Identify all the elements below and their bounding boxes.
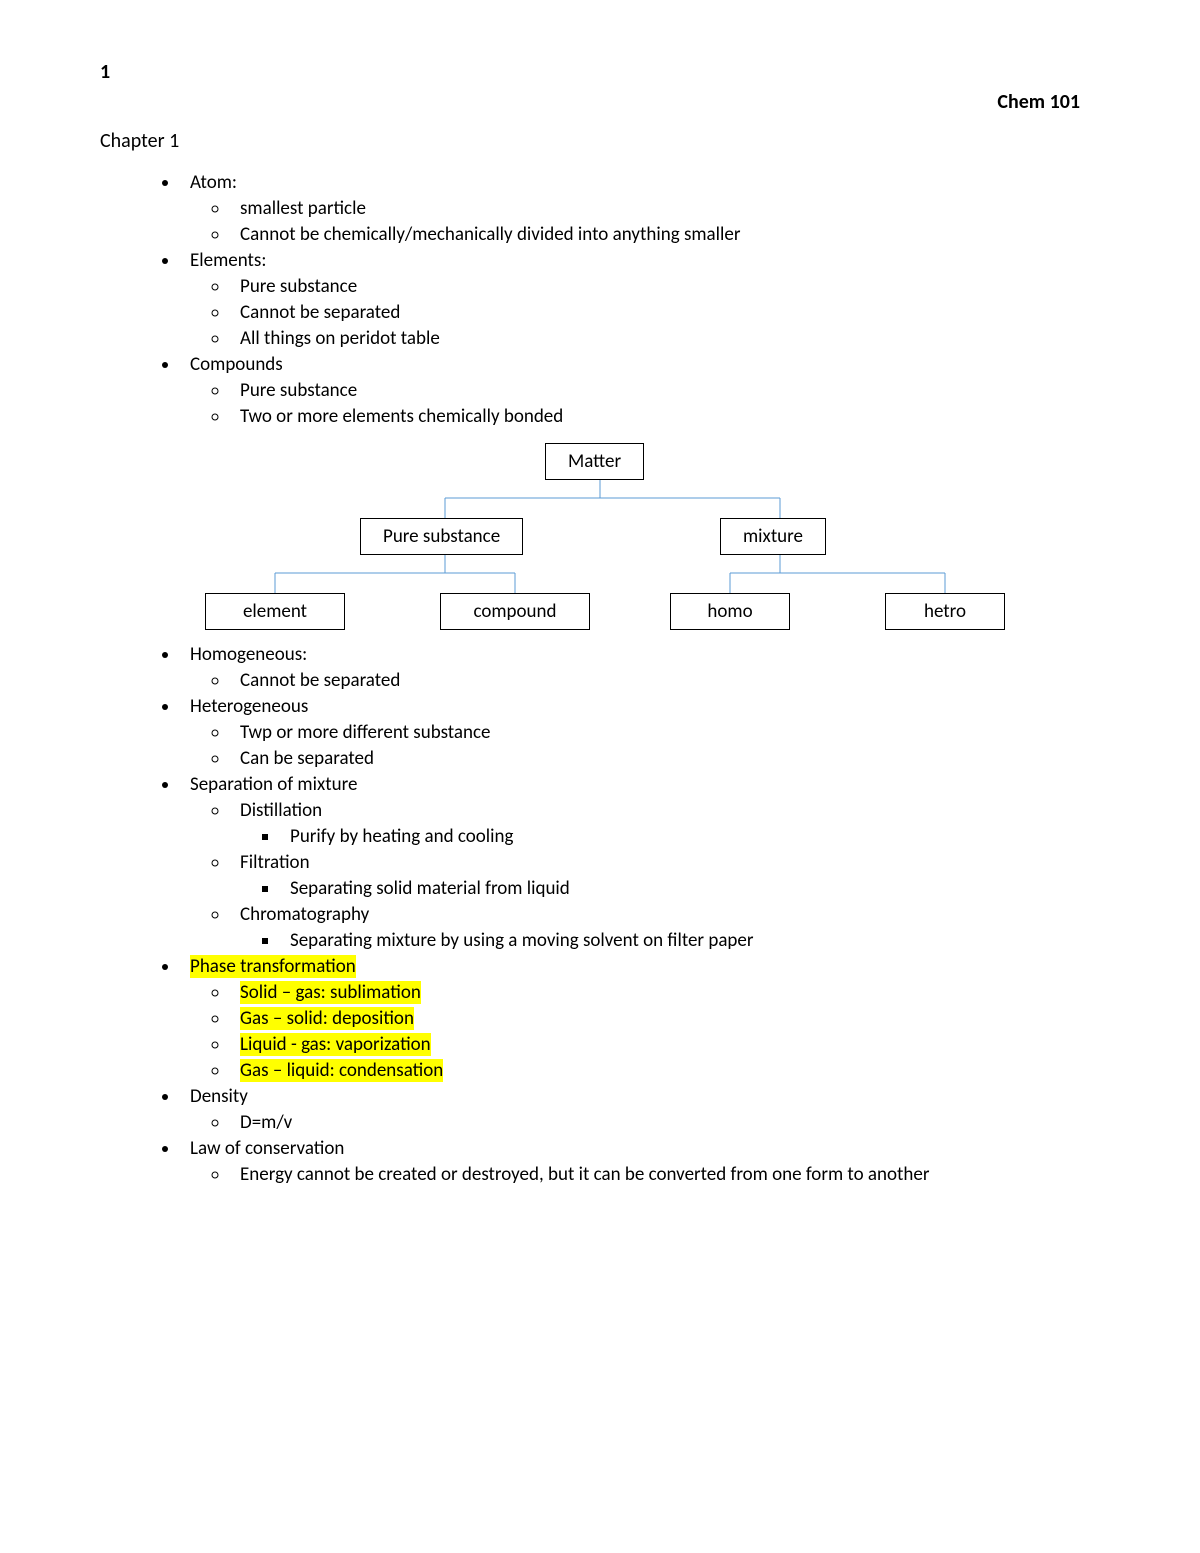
- item-atom: Atom: smallest particle Cannot be chemic…: [180, 171, 1100, 246]
- matter-tree-diagram: Matter Pure substance mixture element co…: [150, 443, 1050, 633]
- chromatography-title: Chromatography: [240, 903, 369, 926]
- phase-sub-text: Gas – solid: deposition: [240, 1007, 414, 1030]
- distillation-detail: Purify by heating and cooling: [280, 825, 1100, 848]
- heterogeneous-title: Heterogeneous: [190, 695, 308, 718]
- separation-title: Separation of mixture: [190, 773, 357, 796]
- phase-sub: Solid – gas: sublimation: [230, 981, 1100, 1004]
- item-elements: Elements: Pure substance Cannot be separ…: [180, 249, 1100, 350]
- item-compounds: Compounds Pure substance Two or more ele…: [180, 353, 1100, 428]
- phase-sub-text: Solid – gas: sublimation: [240, 981, 421, 1004]
- phase-sub-text: Gas – liquid: condensation: [240, 1059, 443, 1082]
- distillation-title: Distillation: [240, 799, 322, 822]
- page-number: 1: [100, 60, 1100, 84]
- item-density: Density D=m/v: [180, 1085, 1100, 1134]
- heterogeneous-sub: Can be separated: [230, 747, 1100, 770]
- conservation-title: Law of conservation: [190, 1137, 344, 1160]
- filtration-title: Filtration: [240, 851, 310, 874]
- node-hetro: hetro: [885, 593, 1005, 630]
- homogeneous-title: Homogeneous:: [190, 643, 307, 666]
- node-pure: Pure substance: [360, 518, 523, 555]
- homogeneous-sub: Cannot be separated: [230, 669, 1100, 692]
- phase-sub: Gas – liquid: condensation: [230, 1059, 1100, 1082]
- compounds-sub: Two or more elements chemically bonded: [230, 405, 1100, 428]
- density-sub: D=m/v: [230, 1111, 1100, 1134]
- conservation-sub: Energy cannot be created or destroyed, b…: [230, 1163, 1100, 1186]
- node-element: element: [205, 593, 345, 630]
- separation-filtration: Filtration Separating solid material fro…: [230, 851, 1100, 900]
- separation-chromatography: Chromatography Separating mixture by usi…: [230, 903, 1100, 952]
- elements-sub: All things on peridot table: [230, 327, 1100, 350]
- atom-sub: smallest particle: [230, 197, 1100, 220]
- density-title: Density: [190, 1085, 248, 1108]
- course-label: Chem 101: [997, 90, 1080, 114]
- item-separation: Separation of mixture Distillation Purif…: [180, 773, 1100, 952]
- atom-title: Atom:: [190, 171, 237, 194]
- chromatography-detail: Separating mixture by using a moving sol…: [280, 929, 1100, 952]
- elements-sub: Cannot be separated: [230, 301, 1100, 324]
- elements-title: Elements:: [190, 249, 266, 272]
- outline-list: Atom: smallest particle Cannot be chemic…: [180, 171, 1100, 428]
- item-homogeneous: Homogeneous: Cannot be separated: [180, 643, 1100, 692]
- item-conservation: Law of conservation Energy cannot be cre…: [180, 1137, 1100, 1186]
- phase-sub: Gas – solid: deposition: [230, 1007, 1100, 1030]
- phase-title: Phase transformation: [190, 955, 356, 978]
- item-heterogeneous: Heterogeneous Twp or more different subs…: [180, 695, 1100, 770]
- atom-sub: Cannot be chemically/mechanically divide…: [230, 223, 1100, 246]
- phase-sub-text: Liquid - gas: vaporization: [240, 1033, 431, 1056]
- separation-distillation: Distillation Purify by heating and cooli…: [230, 799, 1100, 848]
- filtration-detail: Separating solid material from liquid: [280, 877, 1100, 900]
- node-homo: homo: [670, 593, 790, 630]
- outline-list-2: Homogeneous: Cannot be separated Heterog…: [180, 643, 1100, 1186]
- node-compound: compound: [440, 593, 590, 630]
- node-matter: Matter: [545, 443, 644, 480]
- chapter-title: Chapter 1: [100, 129, 1100, 153]
- node-mixture: mixture: [720, 518, 826, 555]
- compounds-title: Compounds: [190, 353, 283, 376]
- heterogeneous-sub: Twp or more different substance: [230, 721, 1100, 744]
- elements-sub: Pure substance: [230, 275, 1100, 298]
- compounds-sub: Pure substance: [230, 379, 1100, 402]
- item-phase: Phase transformation Solid – gas: sublim…: [180, 955, 1100, 1082]
- phase-sub: Liquid - gas: vaporization: [230, 1033, 1100, 1056]
